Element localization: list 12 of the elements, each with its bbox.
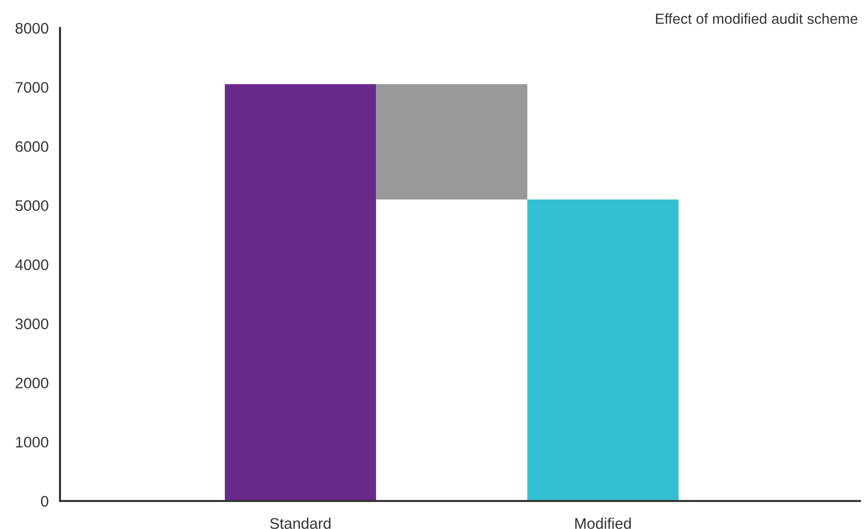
x-tick-label: Modified <box>575 518 631 529</box>
y-tick-label: 4000 <box>15 259 48 270</box>
x-tick-label: Standard <box>270 518 330 529</box>
y-tick-label: 3000 <box>15 318 48 330</box>
y-tick-label: 5000 <box>16 200 48 212</box>
y-tick-label: 7000 <box>16 82 48 93</box>
y-tick-label: 2000 <box>16 378 48 388</box>
y-tick-label: 0 <box>40 496 48 507</box>
y-tick-label: 6000 <box>16 141 48 152</box>
y-tick-label: 8000 <box>16 22 48 34</box>
y-tick-label: 1000 <box>16 436 48 448</box>
chart-title: Effect of modified audit scheme <box>656 13 858 24</box>
